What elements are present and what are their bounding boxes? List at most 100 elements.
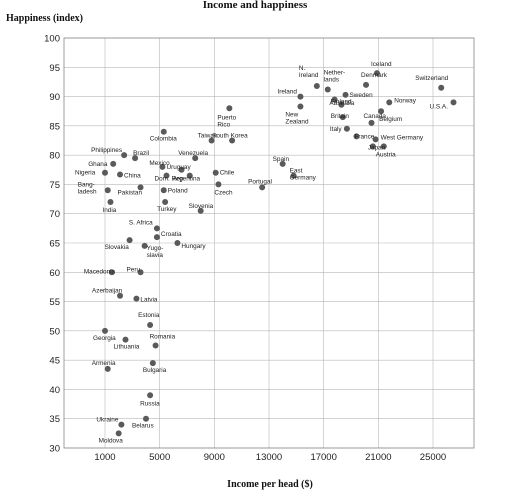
- y-tick-label: 60: [49, 268, 60, 279]
- point-label-turkey: Turkey: [157, 206, 177, 213]
- point-taiwan: [208, 137, 215, 144]
- x-tick-label: 9000: [204, 452, 225, 463]
- point-label-slovenia: Slovenia: [189, 203, 214, 210]
- point-new-zealand: [297, 103, 304, 110]
- point-austria: [380, 143, 387, 150]
- y-tick-label: 95: [49, 63, 60, 74]
- point-latvia: [133, 295, 140, 302]
- point-label-new-zealand: New Zealand: [285, 112, 309, 126]
- point-finland: [331, 96, 338, 103]
- point-label-portugal: Portugal: [248, 178, 272, 185]
- point-label-croatia: Croatia: [161, 231, 182, 238]
- point-ireland: [297, 93, 304, 100]
- point-chile: [212, 169, 219, 176]
- point-portugal: [259, 184, 266, 191]
- point-romania: [152, 342, 159, 349]
- point-peru: [137, 269, 144, 276]
- point-label-austria: Austria: [376, 151, 396, 158]
- point-philippines: [121, 152, 128, 159]
- point-label-brazil: Brazil: [133, 150, 149, 157]
- point-label-sweden: Sweden: [350, 92, 374, 99]
- point-label-britain: Britain: [331, 113, 350, 120]
- point-label-latvia: Latvia: [140, 297, 157, 304]
- y-tick-label: 35: [49, 414, 60, 425]
- point-georgia: [102, 327, 108, 334]
- x-tick-label: 13000: [256, 452, 282, 463]
- point-bang-ladesh: [104, 187, 111, 194]
- point-label-bulgaria: Bulgaria: [143, 367, 167, 374]
- y-tick-label: 75: [49, 180, 60, 191]
- point-label-taiwan: Taiwan: [198, 133, 218, 140]
- point-label-lithuania: Lithuania: [114, 344, 140, 351]
- chart-title: Income and happiness: [203, 0, 308, 11]
- point-japan: [369, 143, 376, 150]
- point-label-ireland: Ireland: [277, 89, 297, 96]
- point-label-romania: Romania: [150, 334, 176, 341]
- point-label-canada: Canada: [364, 113, 387, 120]
- point-label-australia: Australia: [329, 100, 354, 107]
- y-tick-label: 45: [49, 356, 60, 367]
- point-ghana: [110, 160, 117, 167]
- point-label-ukraine: Ukraine: [96, 417, 118, 424]
- point-yugo-slavia: [141, 242, 148, 249]
- point-italy: [343, 125, 350, 132]
- point-label-china: China: [124, 172, 141, 179]
- point-uruguay: [178, 166, 185, 173]
- point-label-denmark: Denmark: [361, 72, 388, 79]
- point-label-finland: Finland: [331, 99, 352, 106]
- point-label-azerbaijan: Azerbaijan: [92, 288, 123, 295]
- x-axis-ticks: 1000 5000 9000 13000 17000 21000 25000: [94, 452, 446, 463]
- point-switzerland: [438, 84, 445, 91]
- point-label-colombia: Colombia: [150, 136, 177, 143]
- point-label-india: India: [102, 207, 116, 214]
- point-puerto-rico: [226, 105, 233, 112]
- point-czech: [215, 181, 222, 188]
- point-ukraine: [118, 421, 125, 428]
- y-tick-label: 65: [49, 239, 60, 250]
- point-dom-rep: [163, 172, 170, 179]
- y-tick-label: 30: [49, 444, 60, 455]
- x-tick-label: 1000: [94, 452, 115, 463]
- point-label-switzerland: Switzerland: [415, 75, 448, 82]
- point-label-japan: Japan: [368, 144, 386, 151]
- point-belarus: [143, 415, 149, 422]
- point-label-uruguay: Uruguay: [167, 164, 192, 171]
- point-label-slovakia: Slovakia: [105, 244, 130, 251]
- point-australia: [338, 101, 345, 108]
- point-iceland: [373, 70, 380, 77]
- point-label-armenia: Armenia: [92, 360, 116, 367]
- point-hungary: [174, 240, 181, 246]
- point-label-south-korea: South Korea: [212, 133, 248, 140]
- point-label-chile: Chile: [220, 170, 235, 177]
- y-tick-label: 70: [49, 209, 60, 220]
- point-india: [107, 199, 114, 205]
- point-label-hungary: Hungary: [181, 243, 206, 250]
- point-label-italy: Italy: [330, 126, 343, 133]
- point-canada: [368, 119, 375, 126]
- point-spain: [279, 160, 286, 167]
- point-moldova: [115, 430, 122, 437]
- point-label-ghana: Ghana: [88, 161, 108, 168]
- point-brazil: [132, 155, 139, 162]
- point-label-peru: Peru: [127, 266, 141, 273]
- point-macedonia: [108, 269, 115, 276]
- x-tick-label: 17000: [310, 452, 336, 463]
- y-axis-ticks: 30 35 40 45 50 55 60 65 70 75 80 85 90 95 100: [44, 34, 60, 455]
- y-tick-label: 40: [49, 385, 60, 396]
- x-tick-label: 25000: [420, 452, 446, 463]
- point-slovakia: [126, 237, 133, 244]
- y-tick-label: 80: [49, 151, 60, 162]
- point-label-argentina: Argentina: [173, 176, 201, 183]
- y-axis-label: Happiness (index): [6, 13, 83, 24]
- point-armenia: [104, 365, 111, 372]
- point-label-yugo-slavia: Yugo-slavia: [147, 245, 164, 259]
- point-label-france: France: [354, 133, 374, 140]
- point-label-czech: Czech: [214, 189, 233, 196]
- plot-frame: [63, 37, 475, 449]
- point-east-germany: [290, 172, 297, 179]
- point-britain: [339, 114, 346, 121]
- point-label-macedonia: Macedonia: [84, 268, 116, 275]
- point-label-poland: Poland: [168, 187, 188, 194]
- point-s-africa: [153, 225, 160, 232]
- y-tick-label: 50: [49, 326, 60, 337]
